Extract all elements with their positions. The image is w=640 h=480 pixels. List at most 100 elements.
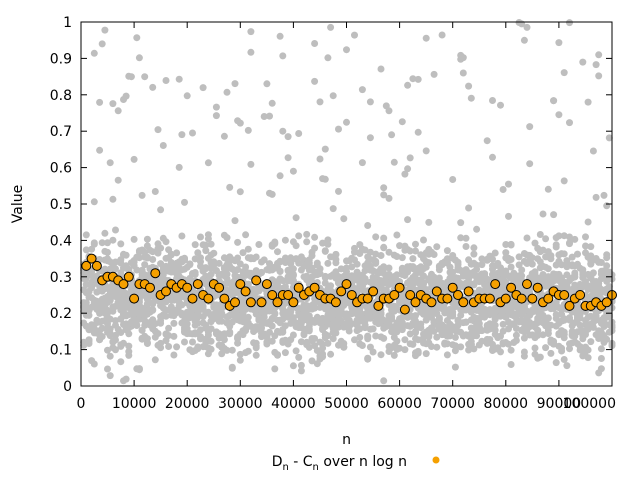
background-point (459, 54, 467, 62)
background-point (112, 336, 119, 344)
background-point (98, 324, 106, 332)
background-point (82, 299, 90, 307)
background-point (409, 75, 417, 83)
background-point (385, 264, 393, 272)
background-point (120, 339, 127, 347)
background-point (507, 256, 515, 263)
background-point (589, 147, 597, 155)
background-point (364, 354, 372, 362)
background-point (125, 351, 133, 359)
background-point (420, 236, 427, 244)
background-point (289, 272, 297, 280)
background-point (295, 353, 303, 361)
data-point (368, 286, 379, 297)
background-point (465, 275, 473, 283)
background-point (491, 326, 499, 334)
x-tick-label: 10000 (112, 396, 157, 412)
y-tick-label: 0.4 (50, 233, 72, 249)
background-point (587, 338, 595, 346)
data-point (267, 290, 278, 300)
background-point (202, 265, 210, 273)
y-tick-label: 0 (63, 379, 72, 395)
background-point (526, 123, 534, 131)
background-point (252, 351, 260, 359)
background-point (236, 119, 244, 127)
background-point (414, 336, 422, 344)
background-point (566, 119, 573, 127)
background-point (385, 248, 393, 256)
background-point (295, 232, 303, 240)
background-point (289, 265, 297, 273)
data-point (219, 293, 230, 304)
background-point (369, 267, 377, 275)
background-point (165, 332, 173, 339)
background-point (292, 214, 300, 222)
background-point (223, 270, 231, 278)
background-point (361, 246, 369, 254)
background-point (104, 365, 111, 373)
data-point (283, 290, 294, 300)
data-point (484, 293, 495, 304)
background-point (178, 232, 186, 240)
background-point (191, 255, 199, 263)
background-point (234, 254, 242, 262)
data-point (575, 290, 586, 300)
background-point (202, 247, 210, 255)
background-point (321, 247, 329, 255)
background-point (497, 348, 504, 356)
background-point (451, 347, 459, 355)
background-point (582, 331, 589, 338)
data-point (230, 297, 240, 308)
background-point (143, 339, 151, 347)
data-point (288, 297, 299, 308)
legend-subscript: n (282, 462, 288, 473)
background-point (335, 125, 342, 133)
data-point (161, 286, 171, 297)
background-point (287, 308, 295, 316)
background-point (600, 191, 608, 199)
x-tick-label: 30000 (218, 396, 263, 412)
data-point (341, 279, 352, 290)
background-point (316, 265, 324, 273)
background-point (406, 330, 414, 338)
data-point (118, 279, 129, 290)
background-point (327, 350, 335, 358)
background-point (361, 267, 369, 275)
background-point (271, 365, 279, 373)
background-point (303, 302, 311, 309)
background-point (316, 155, 324, 163)
data-point (431, 286, 442, 297)
background-point (223, 346, 231, 354)
background-point (430, 251, 438, 258)
background-point (582, 233, 589, 241)
background-point (462, 243, 470, 250)
background-point (242, 231, 250, 239)
data-point (293, 282, 304, 293)
data-point (527, 293, 538, 304)
background-point (505, 340, 512, 348)
background-point (446, 332, 454, 340)
background-point (220, 336, 228, 344)
background-point (428, 343, 435, 350)
background-point (316, 270, 324, 278)
background-point (600, 323, 608, 330)
background-point (236, 356, 244, 364)
background-point (520, 352, 528, 360)
background-point (343, 118, 350, 126)
background-point (364, 222, 372, 229)
background-point (351, 31, 358, 39)
data-point (330, 297, 341, 308)
background-point (396, 242, 404, 250)
legend-text-part: - C (289, 454, 313, 470)
data-point (235, 279, 246, 290)
background-point (104, 239, 111, 247)
background-point (175, 75, 183, 83)
background-point (210, 249, 218, 257)
background-point (512, 337, 520, 344)
background-point (85, 311, 93, 319)
background-point (491, 321, 499, 329)
background-point (329, 92, 337, 100)
background-point (441, 306, 449, 314)
background-point (443, 351, 451, 359)
background-point (465, 204, 473, 212)
